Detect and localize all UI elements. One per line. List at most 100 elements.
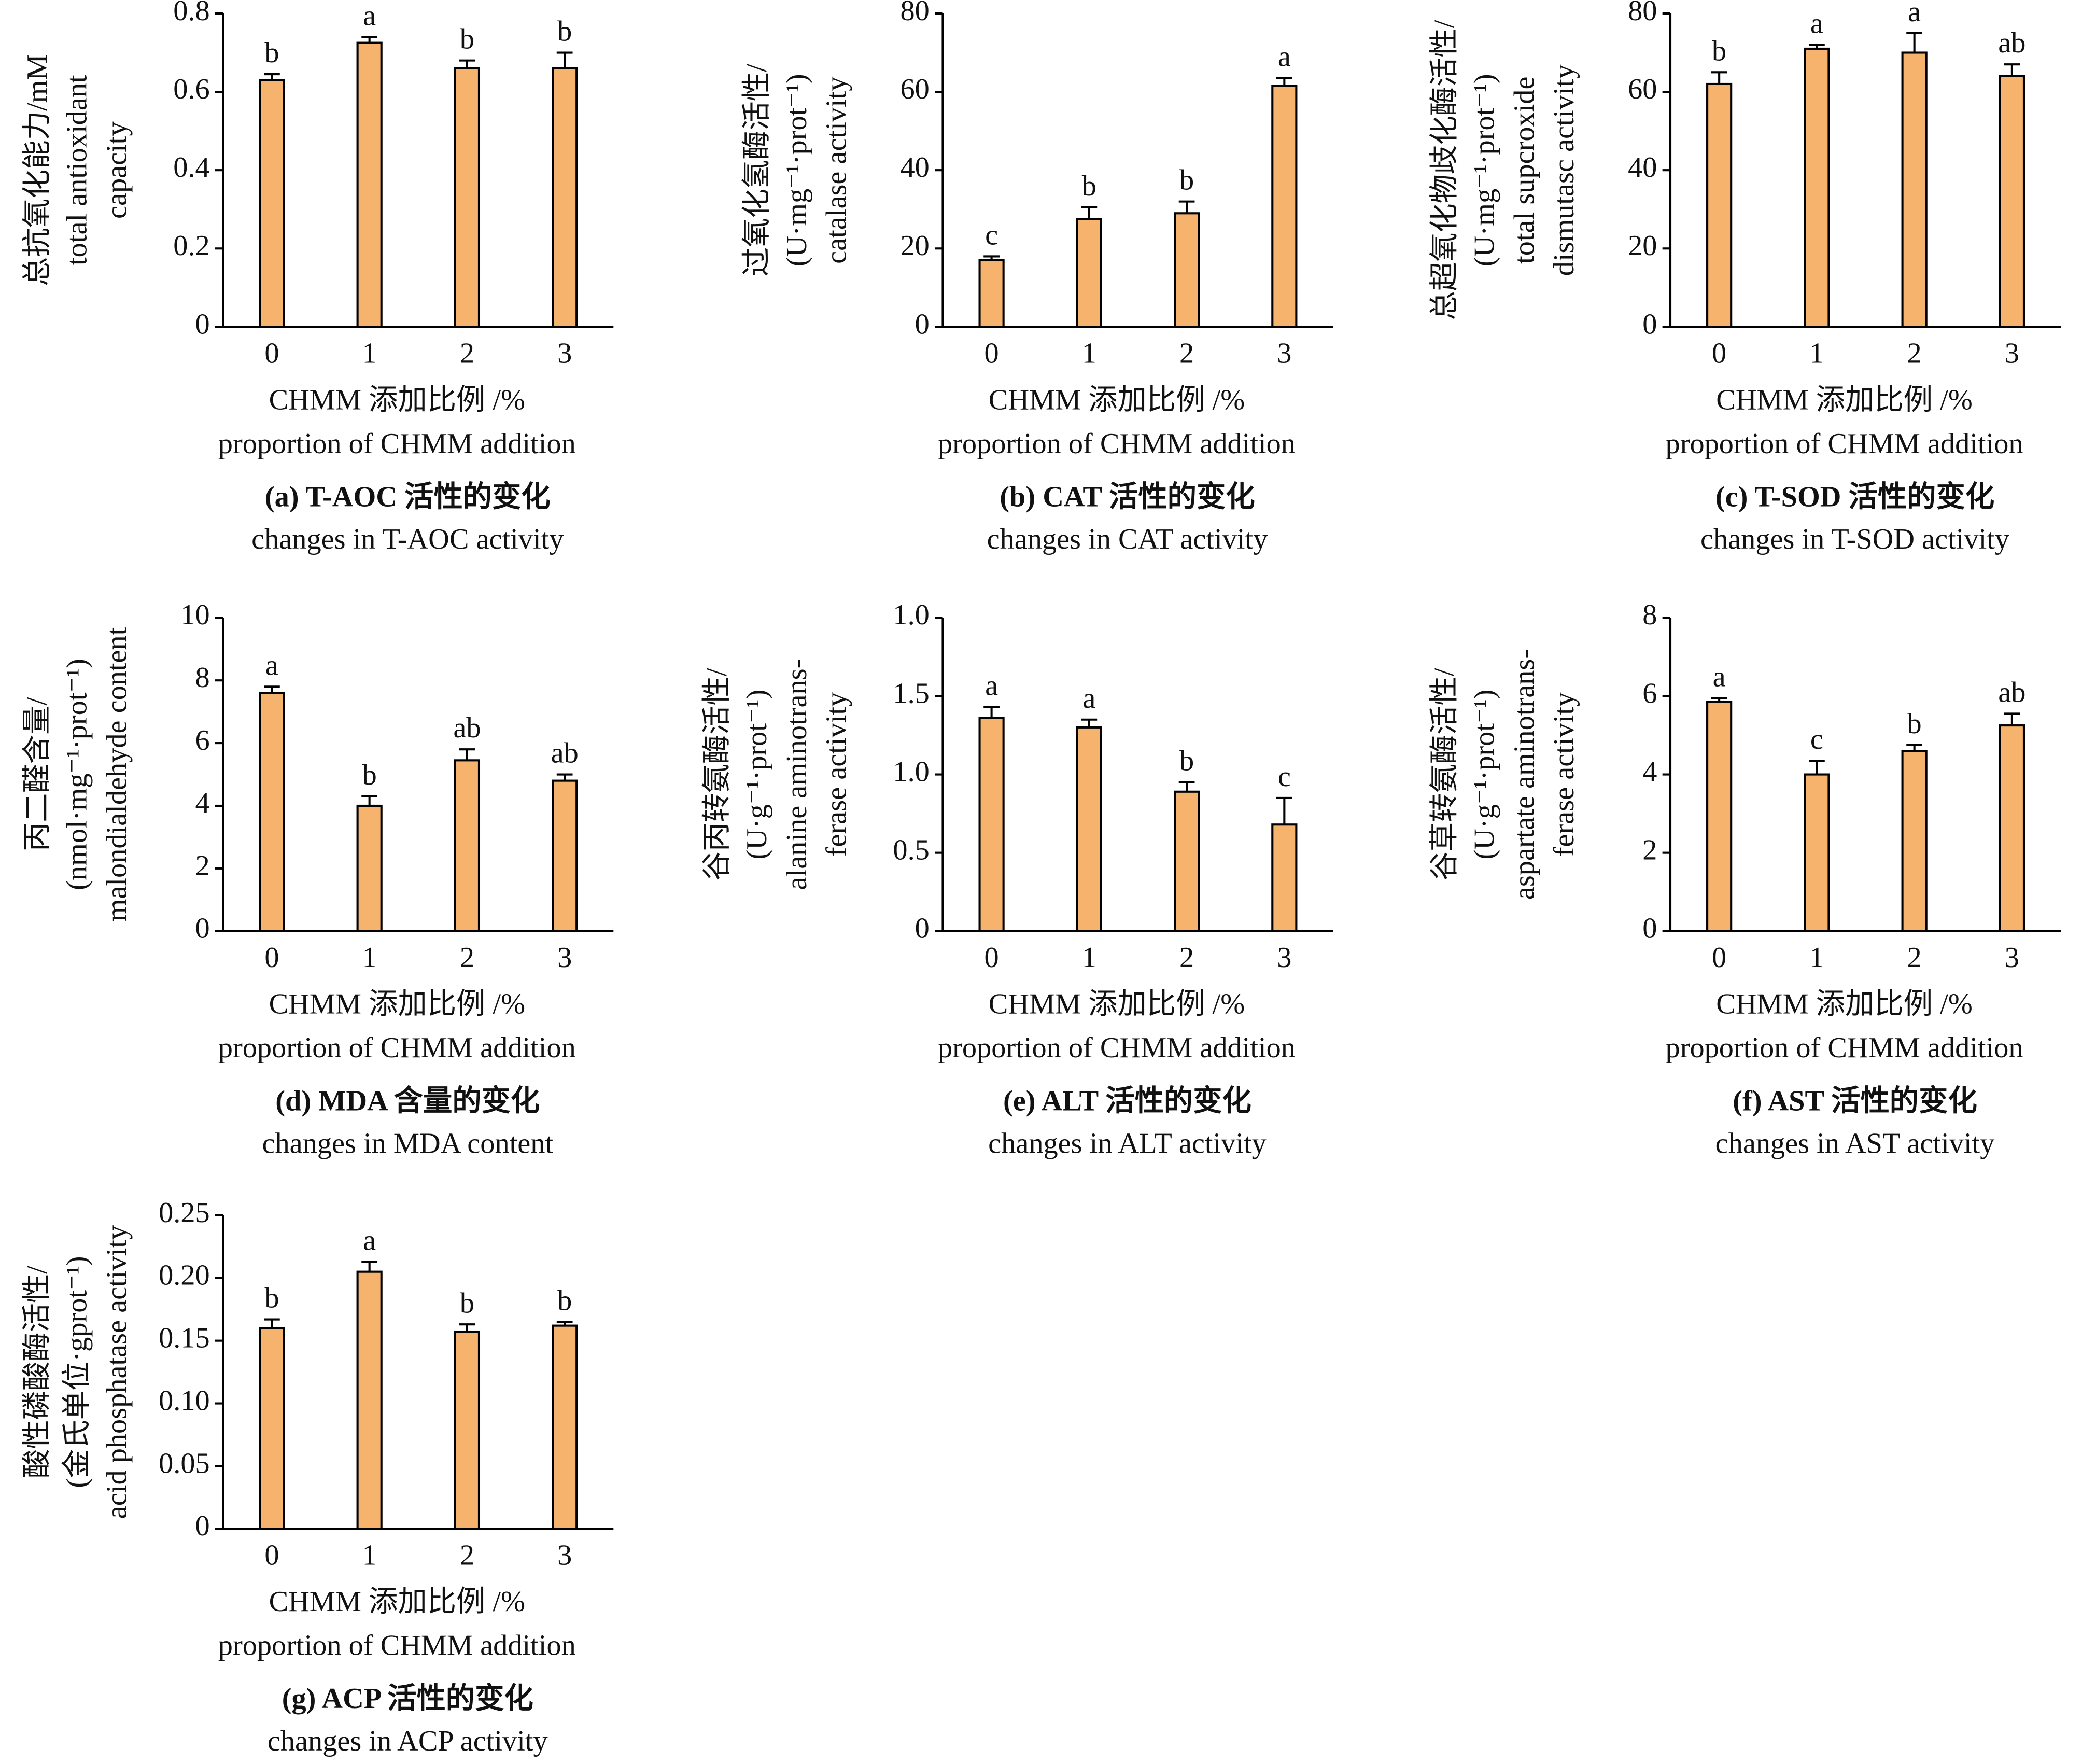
y-axis-label: (U·mg⁻¹·prot⁻¹) [781,74,813,267]
significance-letter: c [985,219,998,251]
significance-letter: ab [1998,27,2025,59]
significance-letter: b [362,759,377,791]
y-axis-label: capacity [101,121,133,219]
bar [356,1270,383,1530]
bar [552,779,578,932]
error-bar [2004,63,2020,76]
x-tick-label: 3 [1277,942,1291,974]
x-axis-label: proportion of CHMM addition [1666,428,2023,460]
x-tick-label: 3 [2005,338,2019,370]
significance-letter: a [1810,7,1823,39]
significance-letter: a [265,649,278,681]
x-tick-label: 1 [1809,338,1824,370]
y-axis-label: aspartate aminotrans- [1508,649,1540,900]
significance-letter: c [1810,723,1823,755]
error-bar [1809,760,1825,775]
y-axis-label: dismutasc activity [1548,64,1580,276]
y-tick-label: 2 [195,850,210,882]
significance-letter: a [363,1224,376,1256]
panel-caption-en: changes in T-SOD activity [1700,523,2009,555]
panel-caption: (b) CAT 活性的变化 [1000,480,1255,513]
significance-letter: b [1907,708,1922,740]
error-bar [264,73,280,80]
y-tick-label: 0 [195,1510,210,1542]
error-bar [264,1318,280,1328]
x-tick-label: 1 [1082,338,1096,370]
x-tick-label: 2 [1907,338,1922,370]
x-tick-label: 2 [460,942,474,974]
x-tick-label: 2 [1179,338,1194,370]
x-tick-label: 2 [460,338,474,370]
significance-letter: b [1712,35,1726,67]
x-axis-label: CHMM 添加比例 /% [269,988,525,1020]
bar [1076,726,1102,932]
x-tick-label: 1 [1809,942,1824,974]
y-tick-label: 4 [1642,755,1657,788]
y-axis-label: (金氏单位·gprot⁻¹) [61,1256,93,1488]
y-axis-label: (U·mg⁻¹·prot⁻¹) [1468,74,1500,267]
x-axis-label: CHMM 添加比例 /% [1716,384,1972,416]
significance-letter: b [264,37,279,69]
x-tick-label: 0 [984,942,999,974]
y-tick-label: 40 [1628,151,1657,184]
bar [259,79,285,328]
significance-letter: ab [1998,676,2025,708]
y-tick-label: 0.15 [159,1322,210,1354]
y-axis-label: (U·g⁻¹·prot⁻¹) [741,690,773,860]
x-tick-label: 3 [1277,338,1291,370]
error-bar [556,51,573,68]
bar [259,1327,285,1530]
bar [1999,75,2025,328]
error-bar [361,36,378,43]
bar [1271,823,1298,932]
bar [1076,218,1102,328]
significance-letter: b [1082,170,1096,202]
error-bar [1276,77,1292,86]
bar [1706,701,1733,932]
error-bar [556,773,573,781]
y-tick-label: 0.8 [173,0,209,27]
x-tick-label: 1 [362,338,377,370]
error-bar [983,706,1000,718]
y-tick-label: 60 [1628,73,1657,105]
x-axis-label: proportion of CHMM addition [218,1630,576,1662]
error-bar [361,1261,378,1272]
x-axis-label: proportion of CHMM addition [938,1032,1296,1064]
significance-letter: b [557,16,572,48]
y-axis-label: 丙二醛含量/ [21,697,53,852]
y-tick-label: 0.05 [159,1447,210,1479]
panel-caption: (c) T-SOD 活性的变化 [1715,480,1994,513]
y-tick-label: 1.5 [893,677,929,709]
x-tick-label: 3 [2005,942,2019,974]
bar [1804,773,1830,932]
y-axis-label: total antioxidant [61,75,93,265]
x-tick-label: 2 [460,1539,474,1572]
y-tick-label: 4 [195,787,210,819]
error-bar [983,255,1000,260]
y-axis-label: 过氧化氢酶活性/ [741,64,773,276]
y-axis-label: ferase activity [821,692,853,857]
bar [978,259,1005,328]
x-tick-label: 0 [984,338,999,370]
y-tick-label: 10 [180,599,209,631]
y-tick-label: 1.0 [893,755,929,788]
panel-caption: (e) ALT 活性的变化 [1003,1085,1251,1117]
x-tick-label: 1 [362,1539,377,1572]
bar [356,804,383,932]
bar [1173,790,1200,932]
y-axis-label: acid phosphatase activity [101,1225,133,1519]
panel-caption-en: changes in AST activity [1715,1128,1995,1160]
y-axis-label: total supcroxide [1508,77,1540,264]
bar [978,717,1005,932]
y-axis-label: catalase activity [821,77,853,264]
bar [1271,85,1298,328]
error-bar [1081,206,1098,219]
x-axis-label: CHMM 添加比例 /% [269,384,525,416]
x-tick-label: 1 [362,942,377,974]
bar [552,67,578,328]
x-axis-label: proportion of CHMM addition [938,428,1296,460]
y-axis-label: ferase activity [1548,692,1580,857]
bar [454,67,481,328]
error-bar [459,1323,475,1332]
